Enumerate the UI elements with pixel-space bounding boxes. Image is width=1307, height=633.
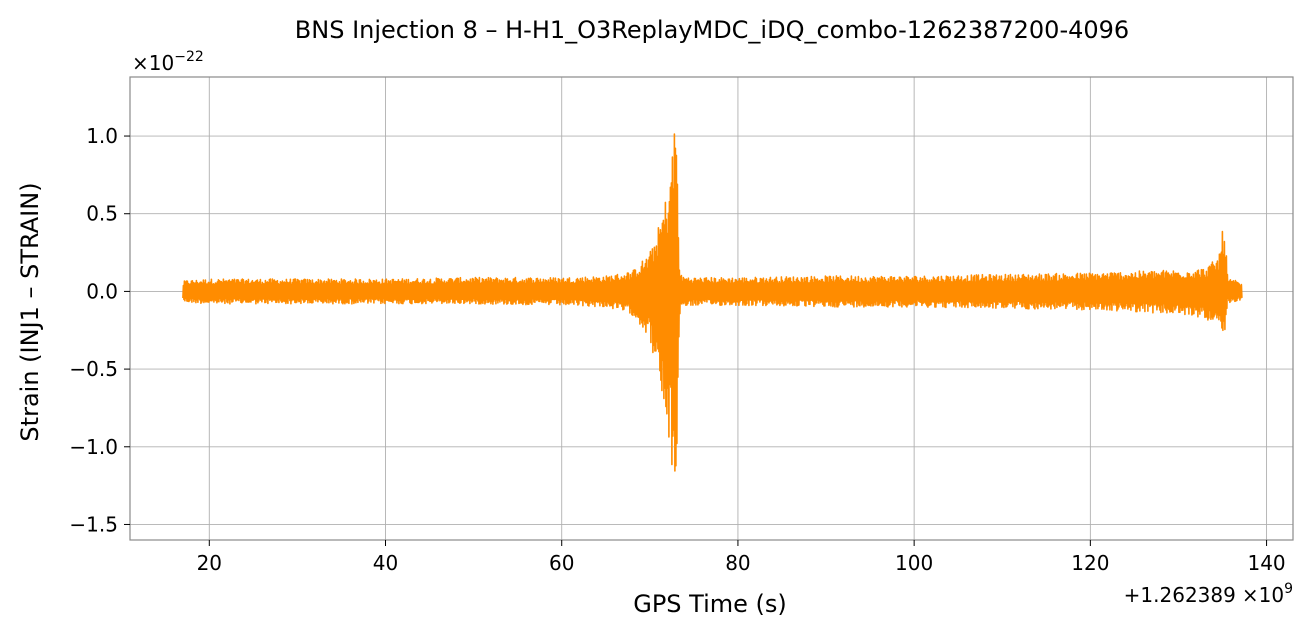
x-tick-label: 120 <box>1071 551 1109 575</box>
y-tick-label: 0.5 <box>86 202 118 226</box>
y-axis-label: Strain (INJ1 – STRAIN) <box>16 182 44 441</box>
x-axis-label: GPS Time (s) <box>633 590 787 618</box>
x-tick-label: 20 <box>197 551 222 575</box>
plot-area <box>182 133 1243 472</box>
x-tick-label: 100 <box>895 551 933 575</box>
y-scale-factor: ×10−22 <box>132 49 204 75</box>
y-tick-label: −1.5 <box>69 512 118 536</box>
y-tick-label: −0.5 <box>69 357 118 381</box>
chart-title: BNS Injection 8 – H-H1_O3ReplayMDC_iDQ_c… <box>295 16 1129 44</box>
strain-series-line <box>182 133 1243 472</box>
y-tick-label: 1.0 <box>86 124 118 148</box>
x-tick-label: 80 <box>725 551 750 575</box>
y-tick-label: −1.0 <box>69 435 118 459</box>
x-tick-label: 140 <box>1247 551 1285 575</box>
x-axis: 20 40 60 80 100 120 140 <box>197 540 1286 575</box>
x-offset-text: +1.262389 ×109 <box>1124 581 1293 607</box>
x-tick-label: 60 <box>549 551 574 575</box>
x-tick-label: 40 <box>373 551 398 575</box>
y-axis: −1.5 −1.0 −0.5 0.0 0.5 1.0 <box>69 124 130 536</box>
y-tick-label: 0.0 <box>86 279 118 303</box>
plot-frame <box>129 76 1294 541</box>
